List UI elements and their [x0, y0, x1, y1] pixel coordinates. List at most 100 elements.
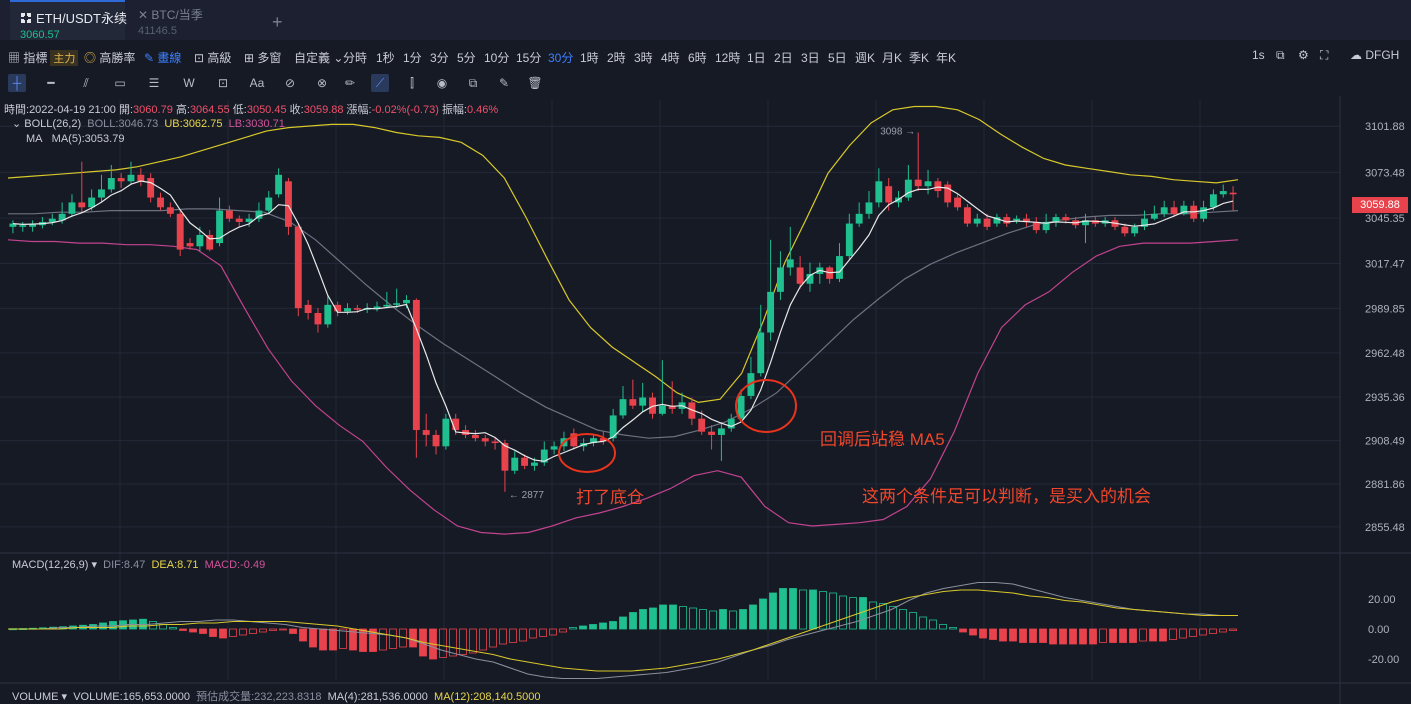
candle-body	[855, 213, 863, 224]
settings-icon[interactable]: ⚙	[1298, 48, 1309, 62]
interval-16[interactable]: 5日	[828, 51, 847, 65]
custom-dropdown[interactable]: 自定義 ⌄	[294, 51, 344, 65]
interval-10[interactable]: 4時	[661, 51, 680, 65]
interval-14[interactable]: 2日	[774, 51, 793, 65]
interval-7[interactable]: 1時	[580, 51, 599, 65]
add-tab-icon[interactable]: +	[272, 12, 283, 32]
measure-icon[interactable]: ⊡	[217, 76, 229, 90]
interval-12[interactable]: 12時	[715, 51, 741, 65]
ruler-icon[interactable]: ✏	[344, 76, 356, 90]
interval-13[interactable]: 1日	[747, 51, 766, 65]
horizontal-line-icon[interactable]: ━	[47, 76, 55, 90]
macd-bar	[1209, 628, 1217, 634]
drawing-toolbar: ┼ ━ ⫽ ▭ ☰ W ⊡ Aa ⊘ ⊗ ✏ ⟋ ⫿ ◉ ⧉ ✎ 🗑	[0, 72, 560, 96]
macd-bar	[709, 610, 717, 630]
indicator-button[interactable]: ▦ 指標 主力	[8, 49, 79, 66]
boll-lower-line	[7, 239, 1239, 535]
macd-bar	[259, 628, 267, 633]
tab-window-icon[interactable]: ⧉	[1276, 48, 1285, 62]
macd-bar	[769, 592, 777, 630]
interval-3[interactable]: 5分	[457, 51, 476, 65]
macd-bar	[339, 628, 347, 649]
candle-body	[668, 405, 676, 409]
chevron-down-icon: ⌄	[330, 51, 344, 65]
rectangle-icon[interactable]: ▭	[114, 76, 126, 90]
macd-bar	[439, 628, 447, 658]
candles: 3098 → ← 2877	[9, 127, 1237, 501]
chart-line-icon[interactable]: ⟋	[371, 74, 389, 92]
right-interval[interactable]: 1s	[1252, 48, 1265, 62]
trash-icon[interactable]: 🗑	[527, 76, 543, 90]
candle-body	[324, 304, 332, 325]
macd-bar	[199, 628, 207, 634]
low-marker: ← 2877	[509, 490, 544, 501]
fib-lines-icon[interactable]: ☰	[148, 76, 160, 90]
annotation-conclusion: 这两个条件足可以判断，是买入的机会	[862, 487, 1151, 506]
candle-body	[1150, 213, 1158, 219]
macd-bar	[1179, 628, 1187, 639]
candle-body	[1022, 218, 1030, 222]
candle-body	[284, 181, 292, 227]
macd-bar	[949, 627, 957, 630]
tab-btc[interactable]: ✕ BTC/当季 41146.5	[128, 0, 248, 40]
draw-button[interactable]: ✎ 畫線	[144, 51, 182, 65]
candle-body	[9, 223, 17, 227]
candle-body	[1209, 194, 1217, 208]
candle-body	[924, 181, 932, 187]
high-win-button[interactable]: ◎ 高勝率	[84, 51, 136, 65]
candle-body	[403, 299, 410, 304]
macd-bar	[609, 621, 617, 630]
interval-15[interactable]: 3日	[801, 51, 820, 65]
interval-8[interactable]: 2時	[607, 51, 626, 65]
lock-icon[interactable]: ⊗	[316, 76, 328, 90]
macd-bar	[449, 628, 457, 657]
wave-icon[interactable]: W	[183, 76, 195, 90]
price-tick-label: 2855.48	[1365, 522, 1405, 534]
macd-bar	[289, 628, 297, 634]
candle-icon[interactable]: ⫿	[410, 76, 414, 90]
interval-5[interactable]: 15分	[516, 51, 542, 65]
macd-bar	[899, 609, 907, 630]
macd-bar	[889, 606, 897, 630]
crosshair-icon[interactable]: ┼	[8, 74, 26, 92]
magnet-icon[interactable]: ⊘	[284, 76, 296, 90]
exchange-selector[interactable]: ☁ DFGH	[1350, 48, 1400, 62]
fullscreen-icon[interactable]: ⛶	[1320, 48, 1329, 62]
interval-19[interactable]: 季K	[909, 51, 930, 65]
interval-4[interactable]: 10分	[484, 51, 510, 65]
close-tab-icon[interactable]: ✕	[138, 8, 152, 22]
interval-20[interactable]: 年K	[936, 51, 957, 65]
tab-eth-usdt[interactable]: ETH/USDT永续 3060.57	[10, 0, 128, 41]
macd-bar	[749, 604, 757, 630]
timeshare-button[interactable]: 分時	[343, 51, 368, 65]
interval-2[interactable]: 3分	[430, 51, 449, 65]
interval-18[interactable]: 月K	[882, 51, 903, 65]
candle-body	[1141, 218, 1148, 227]
macd-bar	[589, 624, 597, 630]
copy-icon[interactable]: ⧉	[468, 76, 478, 90]
edit-icon[interactable]: ✎	[498, 76, 510, 90]
candle-body	[599, 438, 607, 442]
advanced-button[interactable]: ⊡ 高級	[194, 51, 232, 65]
candle-body	[58, 213, 66, 221]
interval-11[interactable]: 6時	[688, 51, 707, 65]
macd-bar	[1169, 628, 1177, 640]
price-tick-label: 3101.88	[1365, 121, 1405, 133]
macd-bar	[849, 597, 857, 630]
eye-icon[interactable]: ◉	[436, 76, 448, 90]
candle-body	[29, 223, 37, 227]
interval-1[interactable]: 1分	[403, 51, 422, 65]
macd-bar	[189, 628, 197, 633]
candle-body	[275, 174, 283, 195]
tab-symbol: ETH/USDT永续	[36, 11, 128, 26]
macd-bar	[779, 588, 787, 630]
trend-line-icon[interactable]: ⫽	[83, 76, 89, 90]
interval-0[interactable]: 1秒	[376, 51, 395, 65]
text-icon[interactable]: Aa	[249, 76, 265, 90]
interval-6[interactable]: 30分	[548, 51, 574, 65]
price-tick-label: 2962.48	[1365, 348, 1405, 360]
multi-window-button[interactable]: ⊞ 多窗	[244, 51, 282, 65]
interval-9[interactable]: 3時	[634, 51, 653, 65]
interval-17[interactable]: 週K	[855, 51, 876, 65]
